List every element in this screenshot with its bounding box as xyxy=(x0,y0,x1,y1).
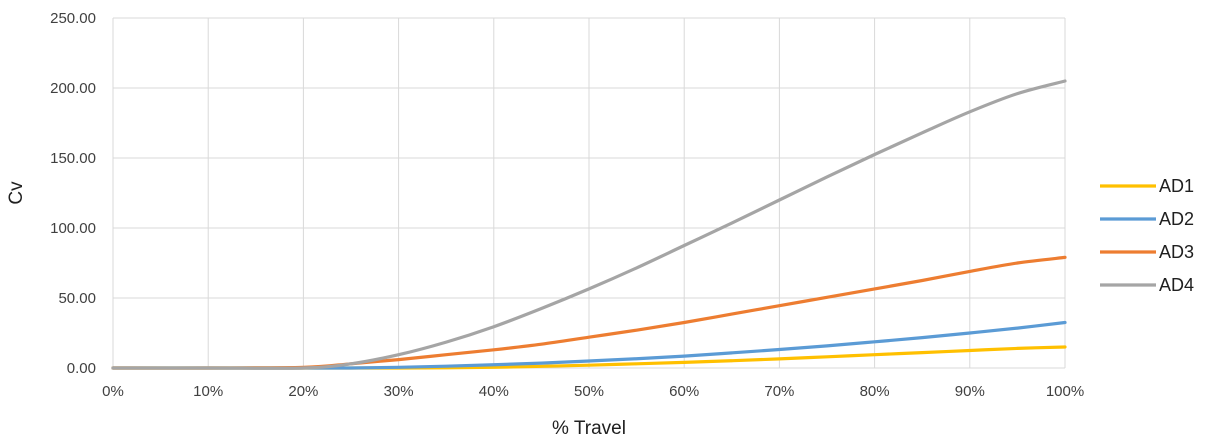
x-tick-label: 80% xyxy=(860,383,890,400)
y-tick-label: 250.00 xyxy=(50,10,96,27)
x-axis-title: % Travel xyxy=(552,418,626,439)
x-tick-labels: 0% 10% 20% 30% 40% 50% 60% 70% 80% 90% 100% xyxy=(102,383,1084,400)
y-tick-label: 150.00 xyxy=(50,150,96,167)
legend-label-ad4: AD4 xyxy=(1159,275,1194,295)
legend-label-ad3: AD3 xyxy=(1159,242,1194,262)
x-tick-label: 100% xyxy=(1046,383,1084,400)
y-tick-label: 50.00 xyxy=(58,290,96,307)
series-lines xyxy=(111,79,1067,370)
legend-label-ad2: AD2 xyxy=(1159,209,1194,229)
grid-lines xyxy=(112,17,1066,369)
x-tick-label: 10% xyxy=(193,383,223,400)
x-tick-label: 50% xyxy=(574,383,604,400)
legend-label-ad1: AD1 xyxy=(1159,176,1194,196)
y-tick-label: 200.00 xyxy=(50,80,96,97)
y-tick-label: 0.00 xyxy=(67,360,96,377)
y-axis-title: Cv xyxy=(6,181,27,205)
y-tick-labels: 0.00 50.00 100.00 150.00 200.00 250.00 xyxy=(50,10,96,377)
x-tick-label: 60% xyxy=(669,383,699,400)
legend: AD1 AD2 AD3 AD4 xyxy=(1100,176,1194,295)
x-tick-label: 70% xyxy=(764,383,794,400)
x-tick-label: 0% xyxy=(102,383,124,400)
series-line-ad4 xyxy=(111,79,1067,370)
x-tick-label: 90% xyxy=(955,383,985,400)
x-tick-label: 20% xyxy=(288,383,318,400)
y-tick-label: 100.00 xyxy=(50,220,96,237)
x-tick-label: 30% xyxy=(384,383,414,400)
x-tick-label: 40% xyxy=(479,383,509,400)
series-line-ad2 xyxy=(111,320,1067,370)
